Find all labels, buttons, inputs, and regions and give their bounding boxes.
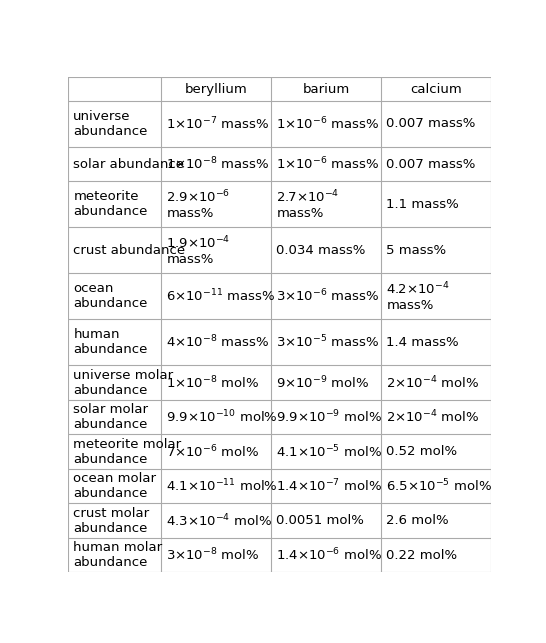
- Text: 0.007 mass%: 0.007 mass%: [387, 158, 476, 170]
- Text: $7{\times}10^{-6}$ mol%: $7{\times}10^{-6}$ mol%: [167, 443, 260, 460]
- Text: $1.4{\times}10^{-6}$ mol%: $1.4{\times}10^{-6}$ mol%: [276, 547, 382, 563]
- Text: $1{\times}10^{-8}$ mol%: $1{\times}10^{-8}$ mol%: [167, 374, 260, 391]
- Text: $3{\times}10^{-6}$ mass%: $3{\times}10^{-6}$ mass%: [276, 288, 380, 305]
- Text: meteorite molar
abundance: meteorite molar abundance: [73, 437, 181, 466]
- Text: $4.1{\times}10^{-11}$ mol%: $4.1{\times}10^{-11}$ mol%: [167, 478, 278, 494]
- Text: universe
abundance: universe abundance: [73, 110, 148, 138]
- Text: 0.034 mass%: 0.034 mass%: [276, 244, 366, 257]
- Text: $2{\times}10^{-4}$ mol%: $2{\times}10^{-4}$ mol%: [387, 409, 480, 426]
- Text: 0.22 mol%: 0.22 mol%: [387, 548, 458, 561]
- Text: universe molar
abundance: universe molar abundance: [73, 368, 174, 397]
- Text: $4.3{\times}10^{-4}$ mol%: $4.3{\times}10^{-4}$ mol%: [167, 512, 272, 529]
- Text: 0.52 mol%: 0.52 mol%: [387, 445, 458, 458]
- Text: $4.2{\times}10^{-4}$
mass%: $4.2{\times}10^{-4}$ mass%: [387, 280, 450, 312]
- Text: $6{\times}10^{-11}$ mass%: $6{\times}10^{-11}$ mass%: [167, 288, 276, 305]
- Text: $9.9{\times}10^{-10}$ mol%: $9.9{\times}10^{-10}$ mol%: [167, 409, 278, 426]
- Text: solar molar
abundance: solar molar abundance: [73, 403, 149, 431]
- Text: human molar
abundance: human molar abundance: [73, 541, 163, 569]
- Text: crust abundance: crust abundance: [73, 244, 186, 257]
- Text: 1.1 mass%: 1.1 mass%: [387, 198, 459, 211]
- Text: barium: barium: [302, 82, 350, 96]
- Text: $1{\times}10^{-7}$ mass%: $1{\times}10^{-7}$ mass%: [167, 116, 270, 132]
- Text: 5 mass%: 5 mass%: [387, 244, 447, 257]
- Text: $2{\times}10^{-4}$ mol%: $2{\times}10^{-4}$ mol%: [387, 374, 480, 391]
- Text: solar abundance: solar abundance: [73, 158, 185, 170]
- Text: $3{\times}10^{-5}$ mass%: $3{\times}10^{-5}$ mass%: [276, 334, 380, 350]
- Text: 2.6 mol%: 2.6 mol%: [387, 514, 449, 527]
- Text: beryllium: beryllium: [185, 82, 248, 96]
- Text: $4{\times}10^{-8}$ mass%: $4{\times}10^{-8}$ mass%: [167, 334, 270, 350]
- Text: calcium: calcium: [411, 82, 462, 96]
- Text: $2.9{\times}10^{-6}$
mass%: $2.9{\times}10^{-6}$ mass%: [167, 188, 230, 220]
- Text: $1{\times}10^{-6}$ mass%: $1{\times}10^{-6}$ mass%: [276, 156, 380, 172]
- Text: ocean molar
abundance: ocean molar abundance: [73, 472, 156, 500]
- Text: 0.0051 mol%: 0.0051 mol%: [276, 514, 364, 527]
- Text: $1{\times}10^{-6}$ mass%: $1{\times}10^{-6}$ mass%: [276, 116, 380, 132]
- Text: ocean
abundance: ocean abundance: [73, 282, 148, 311]
- Text: $1.4{\times}10^{-7}$ mol%: $1.4{\times}10^{-7}$ mol%: [276, 478, 382, 494]
- Text: $2.7{\times}10^{-4}$
mass%: $2.7{\times}10^{-4}$ mass%: [276, 188, 340, 220]
- Text: crust molar
abundance: crust molar abundance: [73, 507, 150, 534]
- Text: $1.9{\times}10^{-4}$
mass%: $1.9{\times}10^{-4}$ mass%: [167, 235, 231, 266]
- Text: meteorite
abundance: meteorite abundance: [73, 190, 148, 219]
- Text: $9.9{\times}10^{-9}$ mol%: $9.9{\times}10^{-9}$ mol%: [276, 409, 382, 426]
- Text: $9{\times}10^{-9}$ mol%: $9{\times}10^{-9}$ mol%: [276, 374, 370, 391]
- Text: $1{\times}10^{-8}$ mass%: $1{\times}10^{-8}$ mass%: [167, 156, 270, 172]
- Text: $6.5{\times}10^{-5}$ mol%: $6.5{\times}10^{-5}$ mol%: [387, 478, 492, 494]
- Text: $3{\times}10^{-8}$ mol%: $3{\times}10^{-8}$ mol%: [167, 547, 260, 563]
- Text: human
abundance: human abundance: [73, 329, 148, 356]
- Text: $4.1{\times}10^{-5}$ mol%: $4.1{\times}10^{-5}$ mol%: [276, 443, 382, 460]
- Text: 1.4 mass%: 1.4 mass%: [387, 336, 459, 349]
- Text: 0.007 mass%: 0.007 mass%: [387, 118, 476, 131]
